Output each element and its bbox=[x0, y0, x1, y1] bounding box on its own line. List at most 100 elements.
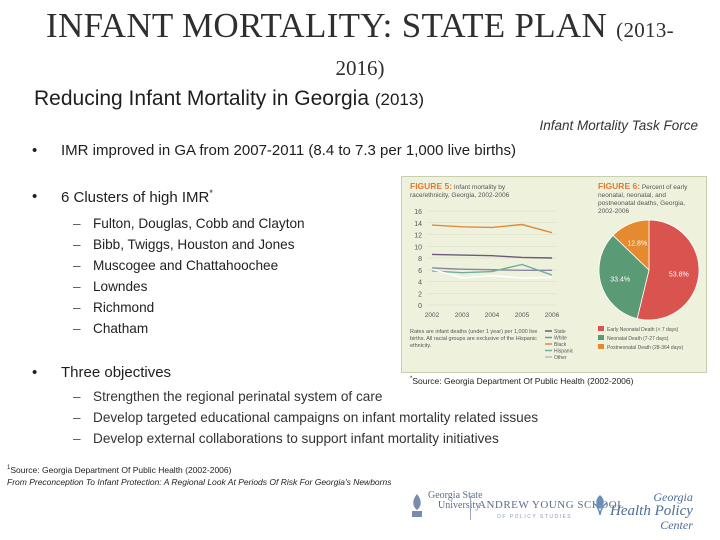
pie-value-label: 12.8% bbox=[627, 240, 647, 247]
footnote-marker: * bbox=[209, 188, 213, 198]
slide-title: INFANT MORTALITY: STATE PLAN (2013- bbox=[0, 6, 720, 50]
logo-divider bbox=[470, 496, 471, 520]
objective-text: Strengthen the regional perinatal system… bbox=[93, 389, 383, 404]
dash: – bbox=[73, 300, 81, 315]
dash: – bbox=[73, 410, 81, 425]
figure5-label: FIGURE 5: bbox=[410, 181, 453, 191]
series-line bbox=[431, 267, 552, 272]
cluster-text: Chatham bbox=[93, 321, 149, 336]
gsu-line-2: University bbox=[438, 500, 481, 511]
objective-text: Develop external collaborations to suppo… bbox=[93, 431, 499, 446]
pie-slice bbox=[636, 219, 700, 321]
figures-svg: 0 2 4 6 8 10 12 14 16 2002 2003 2004 2005 2006 StateWh… bbox=[414, 209, 700, 361]
figure6-title: FIGURE 6: Percent of early neonatal, neo… bbox=[598, 182, 702, 216]
series-line bbox=[431, 263, 553, 276]
x-tick-label: 2004 bbox=[485, 312, 500, 319]
legend-label: Black bbox=[554, 342, 567, 348]
source-text: Source: Georgia Department Of Public Hea… bbox=[412, 376, 634, 386]
list-item: – Richmond bbox=[73, 297, 305, 318]
bullet-dot: • bbox=[32, 142, 38, 159]
list-item: – Fulton, Douglas, Cobb and Clayton bbox=[73, 213, 305, 234]
subtitle-year: (2013) bbox=[374, 90, 424, 109]
line-chart: 0 2 4 6 8 10 12 14 16 2002 2003 2004 2005 2006 StateWh… bbox=[414, 209, 573, 361]
bullet-text: 6 Clusters of high IMR bbox=[61, 189, 210, 206]
figure-panel: FIGURE 5: Infant mortality by race/ethni… bbox=[401, 176, 707, 373]
dash: – bbox=[73, 321, 81, 336]
slide-subtitle: Reducing Infant Mortality in Georgia (20… bbox=[34, 87, 424, 111]
dash: – bbox=[73, 279, 81, 294]
slide-title-year-start: (2013- bbox=[616, 18, 674, 42]
y-tick-label: 0 bbox=[418, 303, 422, 310]
list-item: – Strengthen the regional perinatal syste… bbox=[73, 386, 538, 407]
legend-swatch bbox=[598, 335, 604, 340]
legend-label: Neonatal Death (7-27 days) bbox=[607, 336, 669, 342]
y-tick-label: 4 bbox=[418, 280, 422, 287]
legend-swatch bbox=[598, 326, 604, 331]
pie-slice bbox=[612, 219, 650, 271]
cluster-list: – Fulton, Douglas, Cobb and Clayton – Bibb… bbox=[73, 213, 305, 339]
slide-title-year-end: 2016) bbox=[335, 56, 385, 80]
y-tick-label: 8 bbox=[418, 256, 422, 263]
source-bottom: 1Source: Georgia Department Of Public He… bbox=[7, 462, 391, 488]
list-item: – Bibb, Twiggs, Houston and Jones bbox=[73, 234, 305, 255]
source-marker: 1 bbox=[7, 465, 11, 471]
objective-list: – Strengthen the regional perinatal syste… bbox=[73, 386, 538, 449]
legend-label: Hispanic bbox=[554, 349, 574, 355]
gsu-flame-icon bbox=[412, 494, 422, 517]
ghpc-line-3: Center bbox=[660, 518, 693, 532]
ghpc-line-1: Georgia bbox=[653, 490, 693, 504]
legend-label: Early Neonatal Death (< 7 days) bbox=[607, 327, 679, 333]
list-item: – Lowndes bbox=[73, 276, 305, 297]
ays-logo: ANDREW YOUNG SCHOOL bbox=[478, 499, 625, 511]
figure5-note: Rates are infant deaths (under 1 year) p… bbox=[410, 329, 538, 349]
bullet-dot: • bbox=[32, 188, 38, 205]
dash: – bbox=[73, 237, 81, 252]
y-tick-label: 2 bbox=[418, 291, 422, 298]
ays-subtitle: OF POLICY STUDIES bbox=[497, 514, 573, 520]
bullet-dot: • bbox=[32, 364, 38, 381]
slide-title-main: INFANT MORTALITY: STATE PLAN bbox=[46, 6, 608, 45]
bullet-text: Three objectives bbox=[61, 364, 172, 381]
list-item: – Develop targeted educational campaigns … bbox=[73, 407, 538, 428]
pie-chart: 53.8% 33.4% 12.8% Early Neonatal Death (< 7… bbox=[598, 219, 700, 351]
dash: – bbox=[73, 216, 81, 231]
bullet-imr-improved: • IMR improved in GA from 2007-2011 (8.4… bbox=[32, 142, 516, 159]
source-marker: * bbox=[410, 376, 413, 383]
ghpc-logo: Georgia Health Policy Center bbox=[610, 490, 693, 532]
cluster-text: Richmond bbox=[93, 300, 155, 315]
source-text: Source: Georgia Department Of Public Hea… bbox=[10, 464, 232, 475]
legend-label: Postneonatal Death (28-364 days) bbox=[607, 345, 683, 351]
source-line-1: 1Source: Georgia Department Of Public He… bbox=[7, 462, 391, 476]
bullet-objectives: • Three objectives bbox=[32, 364, 172, 381]
figure6-caption: Percent of early neonatal, neonatal, and… bbox=[598, 184, 688, 215]
ghpc-leaf-icon bbox=[592, 495, 608, 516]
figure6-label: FIGURE 6: bbox=[598, 181, 641, 191]
cluster-text: Lowndes bbox=[93, 279, 148, 294]
gsu-line-1: Georgia State bbox=[428, 490, 483, 501]
task-force-label: Infant Mortality Task Force bbox=[539, 118, 698, 133]
dash: – bbox=[73, 258, 81, 273]
source-right: *Source: Georgia Department Of Public He… bbox=[410, 376, 633, 386]
subtitle-text: Reducing Infant Mortality in Georgia bbox=[34, 87, 370, 110]
cluster-text: Bibb, Twiggs, Houston and Jones bbox=[93, 237, 295, 252]
pie-value-label: 33.4% bbox=[610, 276, 630, 283]
figure5-caption: Infant mortality by race/ethnicity, Geor… bbox=[410, 184, 510, 199]
series-line bbox=[431, 268, 553, 279]
y-tick-label: 16 bbox=[414, 209, 422, 216]
dash: – bbox=[73, 431, 81, 446]
pie-slice bbox=[598, 234, 650, 320]
legend-swatch bbox=[598, 344, 604, 349]
x-tick-label: 2006 bbox=[545, 312, 560, 319]
objective-text: Develop targeted educational campaigns o… bbox=[93, 410, 539, 425]
series-line bbox=[431, 223, 553, 234]
bullet-clusters: • 6 Clusters of high IMR* bbox=[32, 188, 213, 206]
x-tick-label: 2005 bbox=[515, 312, 530, 319]
gsu-logo: Georgia State University bbox=[428, 491, 483, 511]
ghpc-line-2: Health Policy bbox=[610, 503, 693, 519]
cluster-text: Muscogee and Chattahoochee bbox=[93, 258, 279, 273]
legend-label: White bbox=[554, 336, 567, 342]
dash: – bbox=[73, 389, 81, 404]
figure5-title: FIGURE 5: Infant mortality by race/ethni… bbox=[410, 182, 530, 200]
legend-label: Other bbox=[554, 355, 567, 361]
x-tick-label: 2003 bbox=[455, 312, 470, 319]
